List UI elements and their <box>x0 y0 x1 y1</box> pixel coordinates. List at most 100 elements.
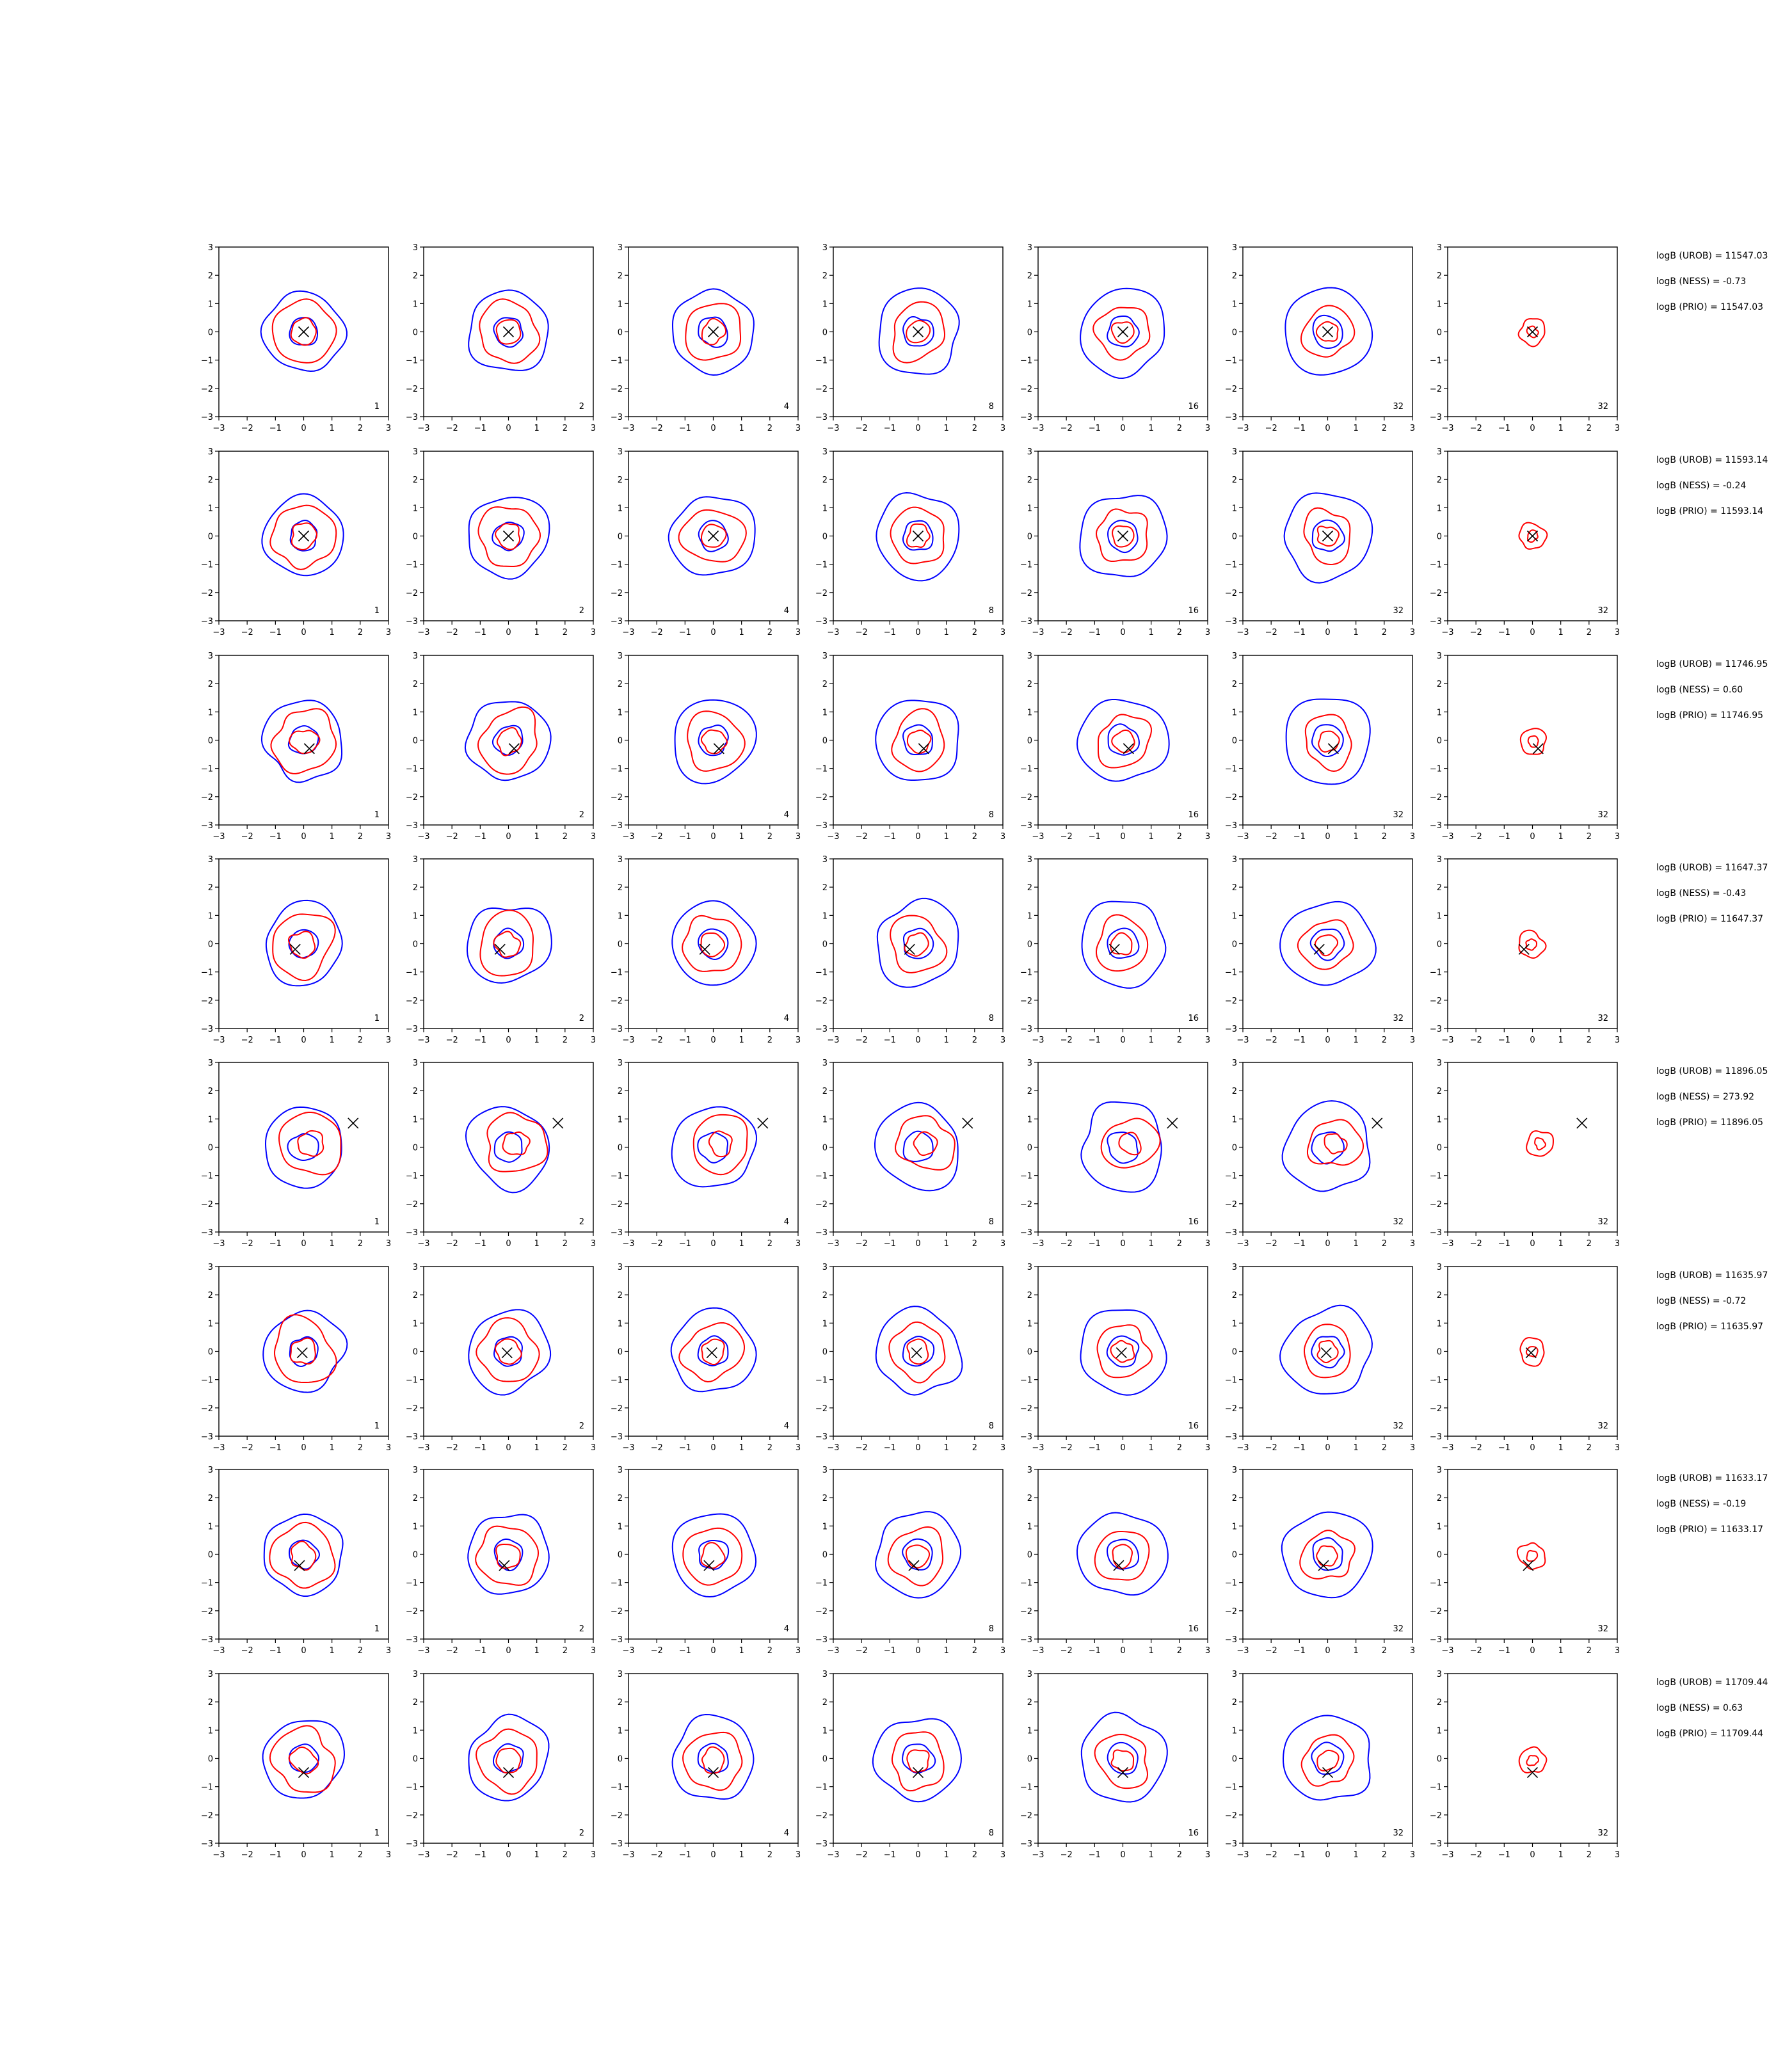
y-tick-label: −3 <box>1225 1839 1237 1849</box>
x-tick-label: −3 <box>1032 1646 1044 1656</box>
x-tick-label: 1 <box>534 832 540 842</box>
plot-area <box>875 1306 963 1396</box>
y-tick-label: 3 <box>208 447 213 457</box>
posterior-contour <box>678 509 747 563</box>
reference-contour <box>1284 287 1373 376</box>
x-tick-label: 2 <box>972 1646 977 1656</box>
y-tick-label: 1 <box>822 300 828 309</box>
x-tick-label: 1 <box>944 1443 949 1453</box>
reference-contour <box>263 1513 344 1597</box>
x-tick-label: 3 <box>1615 424 1620 433</box>
x-tick-label: −3 <box>1236 832 1249 842</box>
posterior-contour <box>1527 529 1539 543</box>
y-tick-label: 3 <box>1232 1670 1237 1679</box>
y-tick-label: 3 <box>822 1263 828 1272</box>
plot-area <box>1080 1309 1167 1396</box>
y-tick-label: 2 <box>618 1087 623 1096</box>
y-tick-label: 2 <box>1027 1494 1032 1503</box>
panel-label: 8 <box>989 810 994 820</box>
x-tick-label: 1 <box>944 1036 949 1045</box>
posterior-contour <box>479 298 541 364</box>
true-point-marker <box>1576 1117 1588 1129</box>
x-tick-label: 2 <box>563 1646 568 1656</box>
y-tick-label: 3 <box>413 1670 418 1679</box>
x-tick-label: −1 <box>474 1036 486 1045</box>
plot-area <box>876 897 959 988</box>
posterior-contour <box>269 1521 336 1589</box>
x-tick-label: −3 <box>1032 1036 1044 1045</box>
y-tick-label: 1 <box>1027 1726 1032 1736</box>
y-tick-label: 3 <box>413 1466 418 1475</box>
y-tick-label: 0 <box>208 940 213 950</box>
y-tick-label: 1 <box>208 1319 213 1329</box>
plot-area <box>1518 1746 1548 1779</box>
y-tick-label: −2 <box>1225 1607 1237 1617</box>
y-tick-label: −1 <box>201 1579 213 1588</box>
logb-urob-text: logB (UROB) = 11633.17 <box>1656 1473 1768 1484</box>
x-tick-label: −3 <box>417 1850 429 1860</box>
x-tick-label: 2 <box>767 1443 772 1453</box>
x-tick-label: 3 <box>386 1646 391 1656</box>
x-tick-label: −1 <box>1089 1850 1101 1860</box>
y-tick-label: 2 <box>208 1087 213 1096</box>
y-tick-label: 1 <box>1232 504 1237 513</box>
reference-contour <box>1309 928 1345 961</box>
y-tick-label: −2 <box>815 1200 828 1210</box>
posterior-contour <box>700 1542 726 1569</box>
y-tick-label: 0 <box>822 737 828 746</box>
x-tick-label: 0 <box>710 832 716 842</box>
x-tick-label: −3 <box>1441 1850 1453 1860</box>
x-tick-label: 0 <box>506 1646 511 1656</box>
x-tick-label: 3 <box>591 1850 596 1860</box>
logb-annotation-block: logB (UROB) = 11647.37 logB (NESS) = -0.4… <box>1656 855 1784 932</box>
y-tick-label: −2 <box>1225 1811 1237 1821</box>
x-tick-label: −2 <box>1060 424 1073 433</box>
y-tick-label: 0 <box>413 737 418 746</box>
true-point-marker <box>713 743 724 755</box>
y-tick-label: 2 <box>413 680 418 689</box>
y-tick-label: 2 <box>208 680 213 689</box>
y-tick-label: −3 <box>406 413 418 422</box>
x-tick-label: 0 <box>506 1239 511 1249</box>
x-tick-label: −3 <box>1236 628 1249 637</box>
x-tick-label: −2 <box>1470 1239 1482 1249</box>
y-tick-label: 1 <box>1437 1522 1442 1532</box>
posterior-contour <box>475 1525 540 1586</box>
x-tick-label: 1 <box>330 1036 335 1045</box>
x-tick-label: 1 <box>330 1850 335 1860</box>
y-tick-label: −1 <box>406 561 418 570</box>
true-point-marker <box>1523 1560 1534 1571</box>
reference-contour <box>1106 1335 1140 1368</box>
posterior-contour <box>1525 938 1538 951</box>
panel-label: 32 <box>1597 1421 1608 1431</box>
reference-contour <box>260 290 348 372</box>
y-tick-label: −1 <box>611 356 623 366</box>
plot-area <box>1517 318 1546 348</box>
x-tick-label: −2 <box>651 1443 663 1453</box>
panel-label: 32 <box>1393 1217 1404 1227</box>
y-tick-label: 3 <box>1232 1059 1237 1068</box>
plot-area <box>262 1309 348 1393</box>
y-tick-label: −1 <box>611 1376 623 1386</box>
x-tick-label: 2 <box>563 628 568 637</box>
y-tick-label: 1 <box>1232 1115 1237 1124</box>
logb-prio-text: logB (PRIO) = 11746.95 <box>1656 710 1764 721</box>
y-tick-label: −3 <box>815 1228 828 1238</box>
y-tick-label: 3 <box>1437 1263 1442 1272</box>
y-tick-label: 3 <box>1437 652 1442 661</box>
y-tick-label: 0 <box>822 1144 828 1153</box>
x-tick-label: 2 <box>1177 1646 1182 1656</box>
posterior-contour <box>701 1338 725 1366</box>
x-tick-label: −3 <box>1441 1036 1453 1045</box>
x-tick-label: 3 <box>796 832 801 842</box>
x-tick-label: −3 <box>212 1443 225 1453</box>
posterior-contour <box>477 706 538 775</box>
logb-urob-text: logB (UROB) = 11593.14 <box>1656 455 1768 465</box>
plot-area <box>671 900 757 986</box>
x-tick-label: −2 <box>1060 628 1073 637</box>
posterior-contour <box>1100 1117 1161 1169</box>
y-tick-label: −2 <box>815 793 828 803</box>
y-tick-label: −2 <box>201 793 213 803</box>
posterior-contour <box>1094 1733 1149 1789</box>
true-point-marker <box>298 326 310 338</box>
